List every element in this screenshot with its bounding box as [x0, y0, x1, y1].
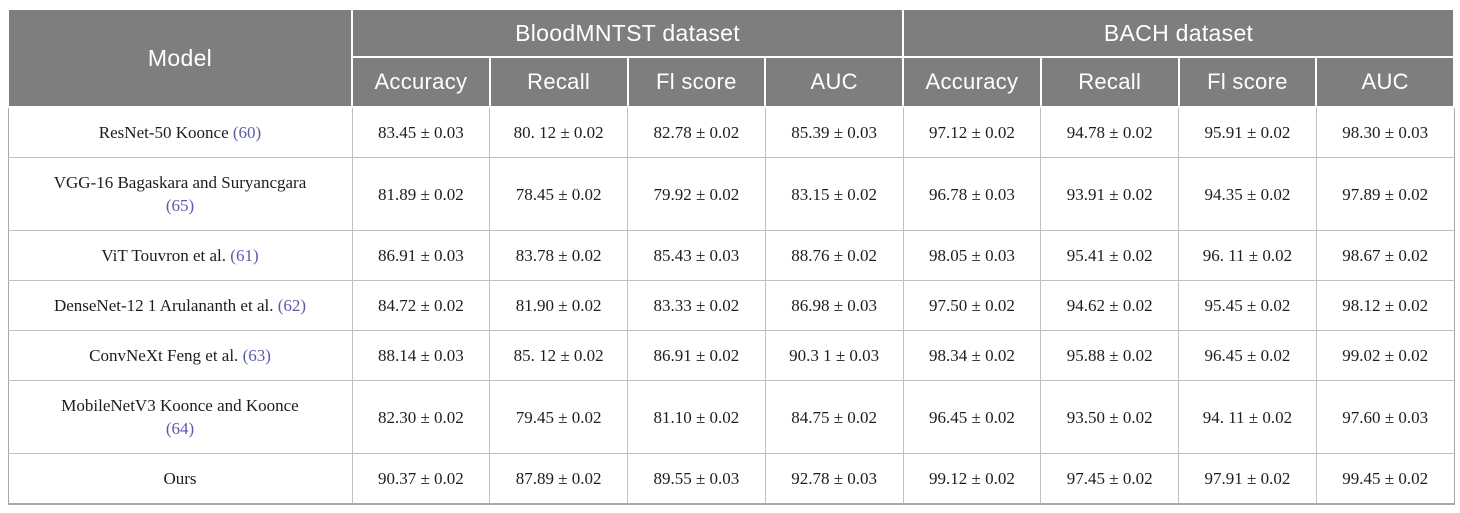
metric-cell: 81.90 ± 0.02 [489, 280, 628, 331]
metric-cell: 93.50 ± 0.02 [1040, 380, 1180, 454]
metric-cell: 99.45 ± 0.02 [1315, 453, 1455, 505]
model-cell: VGG-16 Bagaskara and Suryancgara (65) [7, 157, 353, 231]
metric-cell: 82.30 ± 0.02 [351, 380, 491, 454]
metric-cell: 90.3 1 ± 0.03 [764, 330, 904, 381]
metric-cell: 97.12 ± 0.02 [902, 106, 1042, 158]
results-table-wrapper: Model BloodMNTST dataset BACH dataset Ac… [7, 8, 1456, 505]
subheader-bach-auc: AUC [1315, 56, 1456, 108]
model-name: ResNet-50 Koonce [98, 123, 229, 142]
metric-cell: 95.45 ± 0.02 [1178, 280, 1317, 331]
metric-cell: 94. 11 ± 0.02 [1178, 380, 1317, 454]
metric-cell: 88.14 ± 0.03 [351, 330, 491, 381]
metric-cell: 81.89 ± 0.02 [351, 157, 491, 231]
metric-cell: 97.60 ± 0.03 [1315, 380, 1455, 454]
metric-cell: 79.45 ± 0.02 [489, 380, 628, 454]
table-row: Ours 90.37 ± 0.02 87.89 ± 0.02 89.55 ± 0… [7, 453, 1455, 505]
metric-cell: 86.91 ± 0.03 [351, 230, 491, 281]
metric-cell: 90.37 ± 0.02 [351, 453, 491, 505]
table-row: MobileNetV3 Koonce and Koonce (64) 82.30… [7, 380, 1455, 454]
metric-cell: 81.10 ± 0.02 [627, 380, 766, 454]
subheader-bloodmntst-accuracy: Accuracy [351, 56, 491, 108]
metric-cell: 83.45 ± 0.03 [351, 106, 491, 158]
metric-cell: 80. 12 ± 0.02 [489, 106, 628, 158]
metric-cell: 98.67 ± 0.02 [1315, 230, 1455, 281]
table-row: VGG-16 Bagaskara and Suryancgara (65) 81… [7, 157, 1455, 231]
metric-cell: 84.75 ± 0.02 [764, 380, 904, 454]
metric-cell: 99.02 ± 0.02 [1315, 330, 1455, 381]
metric-cell: 88.76 ± 0.02 [764, 230, 904, 281]
model-name: ViT Touvron et al. [101, 246, 227, 265]
model-cell: ConvNeXt Feng et al. (63) [7, 330, 353, 381]
results-table: Model BloodMNTST dataset BACH dataset Ac… [7, 8, 1456, 505]
metric-cell: 97.91 ± 0.02 [1178, 453, 1317, 505]
subheader-bach-f1score: Fl score [1177, 56, 1318, 108]
metric-cell: 96.45 ± 0.02 [902, 380, 1042, 454]
metric-cell: 83.15 ± 0.02 [764, 157, 904, 231]
column-header-model: Model [7, 8, 353, 108]
metric-cell: 95.91 ± 0.02 [1178, 106, 1317, 158]
subheader-bach-accuracy: Accuracy [902, 56, 1042, 108]
subheader-bloodmntst-recall: Recall [488, 56, 629, 108]
metric-cell: 89.55 ± 0.03 [627, 453, 766, 505]
metric-cell: 83.33 ± 0.02 [627, 280, 766, 331]
citation-link[interactable]: (61) [230, 246, 259, 265]
metric-cell: 92.78 ± 0.03 [764, 453, 904, 505]
model-cell: DenseNet-12 1 Arulananth et al. (62) [7, 280, 353, 331]
metric-cell: 99.12 ± 0.02 [902, 453, 1042, 505]
metric-cell: 93.91 ± 0.02 [1040, 157, 1180, 231]
model-name: MobileNetV3 Koonce and Koonce [61, 396, 299, 415]
subheader-bloodmntst-f1score: Fl score [626, 56, 767, 108]
citation-link[interactable]: (63) [242, 346, 271, 365]
table-body: ResNet-50 Koonce (60) 83.45 ± 0.03 80. 1… [7, 106, 1455, 505]
table-header: Model BloodMNTST dataset BACH dataset Ac… [7, 8, 1456, 108]
model-cell: ResNet-50 Koonce (60) [7, 106, 353, 158]
metric-cell: 96.78 ± 0.03 [902, 157, 1042, 231]
metric-cell: 98.05 ± 0.03 [902, 230, 1042, 281]
table-row: ViT Touvron et al. (61) 86.91 ± 0.03 83.… [7, 230, 1455, 281]
model-cell: MobileNetV3 Koonce and Koonce (64) [7, 380, 353, 454]
model-name: Ours [163, 469, 197, 488]
model-name: ConvNeXt Feng et al. [89, 346, 239, 365]
metric-cell: 85. 12 ± 0.02 [489, 330, 628, 381]
citation-link[interactable]: (60) [232, 123, 262, 142]
metric-cell: 97.89 ± 0.02 [1315, 157, 1455, 231]
metric-cell: 95.88 ± 0.02 [1040, 330, 1180, 381]
metric-cell: 82.78 ± 0.02 [627, 106, 766, 158]
metric-cell: 78.45 ± 0.02 [489, 157, 628, 231]
subheader-bach-recall: Recall [1039, 56, 1180, 108]
metric-cell: 85.43 ± 0.03 [627, 230, 766, 281]
subheader-bloodmntst-auc: AUC [764, 56, 905, 108]
table-row: ConvNeXt Feng et al. (63) 88.14 ± 0.03 8… [7, 330, 1455, 381]
table-row: DenseNet-12 1 Arulananth et al. (62) 84.… [7, 280, 1455, 331]
model-cell: ViT Touvron et al. (61) [7, 230, 353, 281]
metric-cell: 97.45 ± 0.02 [1040, 453, 1180, 505]
citation-link[interactable]: (62) [277, 296, 307, 315]
metric-cell: 83.78 ± 0.02 [489, 230, 628, 281]
metric-cell: 96. 11 ± 0.02 [1178, 230, 1317, 281]
metric-cell: 86.98 ± 0.03 [764, 280, 904, 331]
metric-cell: 98.12 ± 0.02 [1315, 280, 1455, 331]
citation-link[interactable]: (64) [165, 419, 195, 438]
metric-cell: 86.91 ± 0.02 [627, 330, 766, 381]
citation-link[interactable]: (65) [165, 196, 195, 215]
metric-cell: 98.30 ± 0.03 [1315, 106, 1455, 158]
group-header-bloodmntst: BloodMNTST dataset [350, 8, 905, 58]
metric-cell: 87.89 ± 0.02 [489, 453, 628, 505]
table-row: ResNet-50 Koonce (60) 83.45 ± 0.03 80. 1… [7, 106, 1455, 158]
group-header-bach: BACH dataset [902, 8, 1456, 58]
metric-cell: 95.41 ± 0.02 [1040, 230, 1180, 281]
metric-cell: 85.39 ± 0.03 [764, 106, 904, 158]
metric-cell: 79.92 ± 0.02 [627, 157, 766, 231]
metric-cell: 94.62 ± 0.02 [1040, 280, 1180, 331]
model-name: VGG-16 Bagaskara and Suryancgara [53, 173, 307, 192]
metric-cell: 94.78 ± 0.02 [1040, 106, 1180, 158]
metric-cell: 96.45 ± 0.02 [1178, 330, 1317, 381]
metric-cell: 97.50 ± 0.02 [902, 280, 1042, 331]
model-name: DenseNet-12 1 Arulananth et al. [53, 296, 274, 315]
metric-cell: 98.34 ± 0.02 [902, 330, 1042, 381]
metric-cell: 94.35 ± 0.02 [1178, 157, 1317, 231]
model-cell: Ours [7, 453, 353, 505]
metric-cell: 84.72 ± 0.02 [351, 280, 491, 331]
